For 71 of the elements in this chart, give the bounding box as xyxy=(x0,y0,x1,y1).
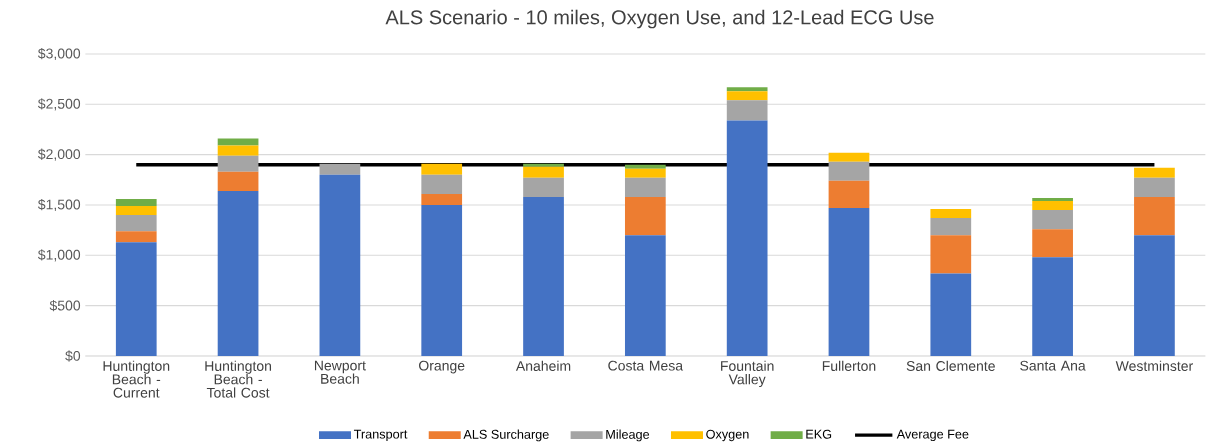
x-tick-label: Orange xyxy=(419,360,465,374)
bar xyxy=(1032,229,1073,258)
x-tick-label: San Clemente xyxy=(906,360,995,371)
bar xyxy=(930,218,972,236)
bar xyxy=(624,168,666,178)
y-tick-label: $0 xyxy=(65,350,81,362)
bar xyxy=(624,164,666,169)
bar xyxy=(1032,257,1073,356)
bar xyxy=(217,138,259,146)
bar xyxy=(421,204,463,356)
bar xyxy=(930,273,972,356)
x-tick-label: Anaheim xyxy=(515,360,571,371)
legend-label: EKG xyxy=(806,429,832,439)
bar xyxy=(828,161,870,181)
bar xyxy=(726,87,768,92)
x-tick-label: Huntington Beach - Total Cost xyxy=(205,360,272,398)
bar xyxy=(421,174,463,194)
x-tick-label: Fullerton xyxy=(822,360,876,371)
bar xyxy=(115,206,157,216)
bar xyxy=(217,145,259,156)
bar xyxy=(115,198,157,206)
bar xyxy=(930,235,972,274)
bar xyxy=(1032,210,1073,230)
bar xyxy=(217,171,259,191)
bar xyxy=(523,177,564,197)
bar xyxy=(523,196,564,356)
legend-label: Mileage xyxy=(606,429,650,442)
bar xyxy=(726,91,768,101)
bar xyxy=(1134,196,1175,236)
bar xyxy=(115,231,157,243)
bar xyxy=(1032,200,1073,211)
y-tick-label: $3,000 xyxy=(37,47,81,61)
bar xyxy=(930,209,972,219)
bar xyxy=(421,193,463,205)
x-tick-label: Westminster xyxy=(1115,360,1193,371)
x-tick-label: Fountain Valley xyxy=(721,360,774,388)
y-tick-label: $500 xyxy=(49,300,81,312)
bar xyxy=(523,163,564,167)
bar xyxy=(828,208,870,356)
legend-label: Oxygen xyxy=(706,429,749,442)
bar xyxy=(319,174,361,356)
legend-label: Transport xyxy=(353,429,408,442)
bar xyxy=(828,152,870,162)
x-tick-label: Huntington Beach - Current xyxy=(103,360,170,398)
x-tick-label: Santa Ana xyxy=(1020,360,1086,371)
bar xyxy=(1134,167,1175,178)
y-tick-label: $2,500 xyxy=(37,98,81,111)
bar xyxy=(1032,197,1073,201)
bar xyxy=(523,166,564,178)
bar xyxy=(217,190,259,356)
chart-title: ALS Scenario - 10 miles, Oxygen Use, and 12-Lead ECG Use xyxy=(385,9,934,29)
bar xyxy=(1134,177,1175,197)
y-tick-label: $2,000 xyxy=(37,148,81,161)
bar xyxy=(726,120,768,356)
bar xyxy=(115,242,157,356)
bar xyxy=(319,163,361,175)
bar xyxy=(217,155,259,172)
bar xyxy=(1134,235,1175,356)
legend-label: Average Fee xyxy=(896,429,969,442)
bar xyxy=(624,235,666,356)
bar xyxy=(726,100,768,121)
bar xyxy=(421,163,463,175)
bar xyxy=(115,215,157,232)
bar xyxy=(828,180,870,209)
bar xyxy=(624,196,666,236)
y-tick-label: $1,500 xyxy=(37,198,81,212)
bar xyxy=(624,177,666,197)
x-tick-label: Newport Beach xyxy=(314,360,366,384)
y-tick-label: $1,000 xyxy=(37,249,81,262)
legend-label: ALS Surcharge xyxy=(463,429,549,442)
x-tick-label: Costa Mesa xyxy=(608,360,684,371)
